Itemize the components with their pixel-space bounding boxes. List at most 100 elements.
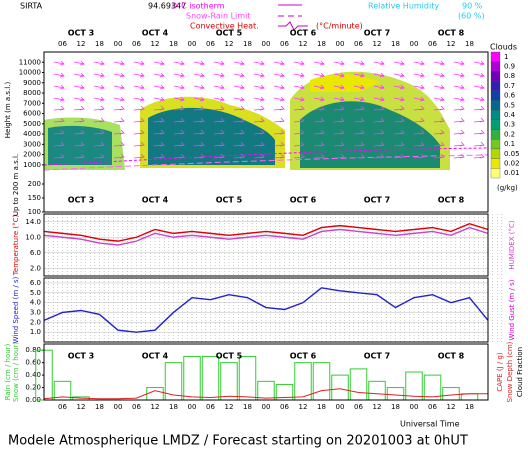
hour-label: 00 (114, 40, 123, 48)
wind-arrow (313, 105, 325, 111)
hour-label: 06 (206, 40, 215, 48)
wind-arrow (53, 105, 65, 111)
wind-arrow (213, 129, 225, 135)
hour-label: 12 (77, 40, 86, 48)
wind-arrow (273, 105, 285, 111)
wind-arrow (133, 117, 145, 123)
wind-arrow (293, 153, 305, 159)
wind-arrow (253, 141, 265, 147)
cloud-blob (148, 107, 275, 165)
wind-arrow (293, 72, 305, 78)
day-label: OCT 6 (290, 196, 317, 205)
panel-frame (43, 343, 489, 401)
wind-arrow (153, 72, 165, 78)
y-tick-label: 6.0 (30, 279, 41, 287)
hour-label: 00 (410, 403, 419, 411)
wind-arrow (53, 84, 65, 90)
wind-arrow (373, 117, 385, 123)
wind-arrow (453, 96, 465, 102)
wind-arrow (133, 72, 145, 78)
wind-arrow (93, 153, 105, 159)
wind-arrow (233, 84, 245, 90)
wind-arrow (193, 141, 205, 147)
wind-arrow (433, 141, 445, 147)
series-line (43, 226, 489, 246)
wind-arrow (253, 117, 265, 123)
wind-arrow (153, 141, 165, 147)
axis-label: Rain (cm / hour) (4, 343, 12, 400)
wind-arrow (173, 96, 185, 102)
wind-arrow (193, 96, 205, 102)
wind-arrow (93, 105, 105, 111)
footer: Modele Atmospherique LMDZ / Forecast sta… (8, 434, 468, 449)
wind-arrow (373, 96, 385, 102)
wind-arrow (473, 141, 485, 147)
y-tick-label: 5.0 (30, 289, 41, 297)
wind-arrow (213, 72, 225, 78)
y-tick-label: 200 (28, 180, 41, 188)
day-label: OCT 4 (142, 196, 169, 205)
wind-arrow (433, 117, 445, 123)
cloud-field (43, 52, 489, 212)
wind-arrow (413, 141, 425, 147)
wind-arrow (393, 60, 405, 66)
wind-arrow (293, 105, 305, 111)
wind-arrow (433, 129, 445, 135)
station: SIRTA (20, 2, 43, 11)
y-tick-label: 3000 (23, 140, 41, 148)
convective-legend: Convective Heat. (190, 22, 259, 31)
day-label: OCT 3 (68, 352, 94, 361)
wind-arrow (193, 153, 205, 159)
day-label: OCT 5 (216, 29, 243, 38)
colorbar-cell (490, 158, 501, 169)
colorbar-label: 0.02 (504, 159, 520, 167)
wind-arrow (173, 153, 185, 159)
wind-arrow (273, 153, 285, 159)
wind-arrow (93, 117, 105, 123)
colorbar-cell (490, 110, 501, 120)
hour-label: 06 (280, 403, 289, 411)
wind-arrow (113, 141, 125, 147)
hour-label: 00 (262, 403, 271, 411)
wind-arrow (173, 117, 185, 123)
y-tick-label: 150 (28, 194, 41, 202)
wind-arrow (213, 96, 225, 102)
wind-arrow (373, 141, 385, 147)
hour-label: 12 (225, 403, 234, 411)
y-tick-label: 14.0 (25, 218, 41, 226)
wind-arrow (433, 72, 445, 78)
wind-arrow (93, 60, 105, 66)
axis-label: Snow (cm / hour) (12, 342, 20, 402)
wind-arrow (333, 129, 345, 135)
wind-arrow (133, 84, 145, 90)
colorbar-cell (490, 119, 501, 130)
y-tick-label: 11000 (19, 58, 41, 66)
colorbar-cell (490, 61, 501, 72)
snow-legend: Snow-Rain Limit (186, 12, 250, 21)
colorbar-cell (490, 51, 501, 62)
wind-arrow (133, 129, 145, 135)
wind-arrow (153, 60, 165, 66)
wind-arrow (333, 153, 345, 159)
hour-label: 00 (336, 403, 345, 411)
day-label: OCT 6 (290, 352, 317, 361)
hour-label: 06 (354, 40, 363, 48)
wind-arrow (313, 129, 325, 135)
colorbar-cell (490, 148, 501, 159)
y-tick-label: 6000 (23, 110, 41, 118)
hour-label: 18 (465, 403, 474, 411)
day-label: OCT 7 (364, 29, 390, 38)
snow-line (43, 154, 489, 171)
wind-arrow (333, 117, 345, 123)
wind-arrow (353, 60, 365, 66)
wind-arrow (113, 60, 125, 66)
wind-arrow (313, 117, 325, 123)
wind-arrow (353, 129, 365, 135)
wind-arrow (53, 141, 65, 147)
wind-arrow (133, 105, 145, 111)
colorbar-unit: (g/kg) (497, 184, 518, 192)
y-tick-label: 0.40 (25, 371, 41, 379)
wind-arrow (313, 153, 325, 159)
wind-arrow (373, 60, 385, 66)
wind-arrow (153, 105, 165, 111)
